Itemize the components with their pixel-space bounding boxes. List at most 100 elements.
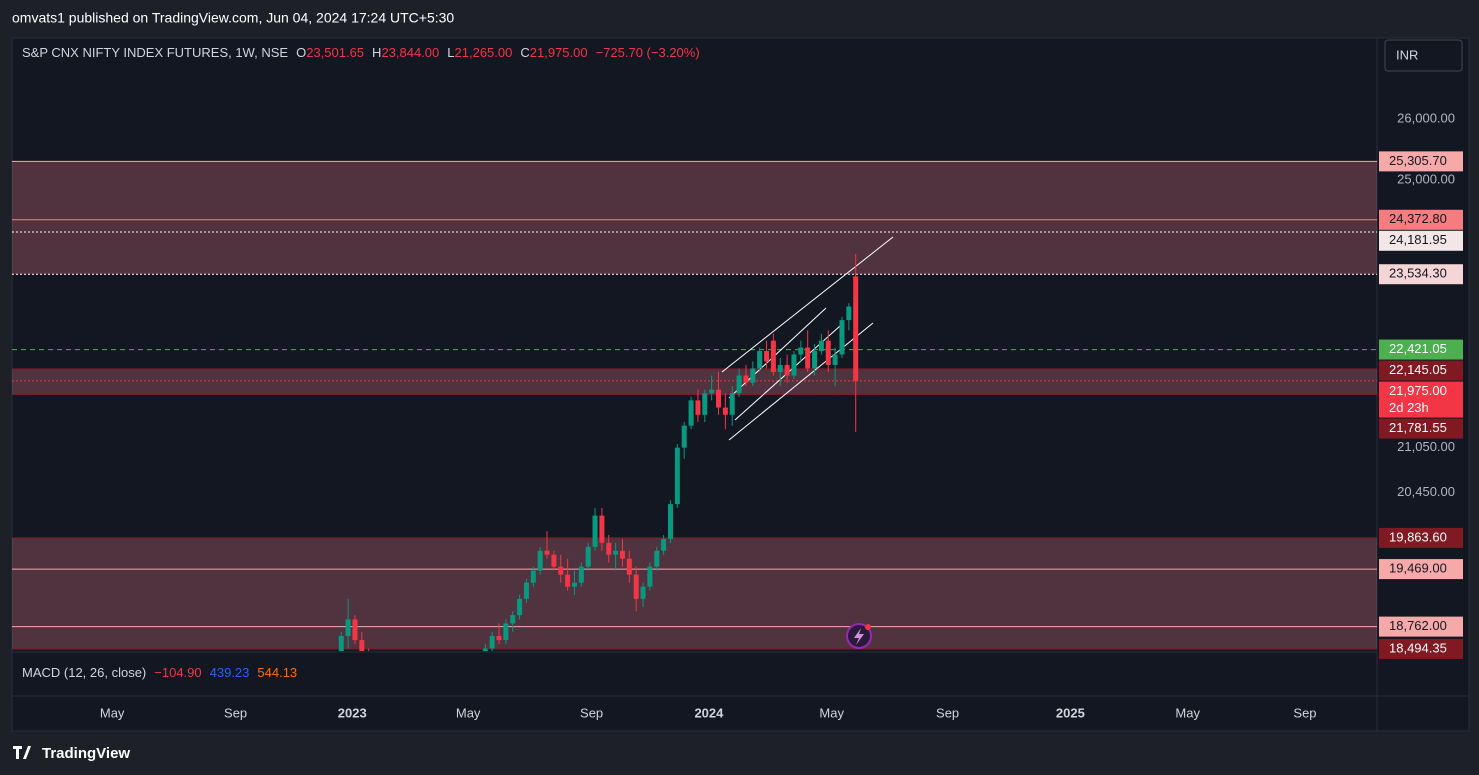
- candle-body: [695, 400, 701, 415]
- candle-body: [626, 558, 632, 575]
- candle-body: [544, 550, 550, 555]
- channel-line: [728, 322, 874, 441]
- candle-body: [722, 407, 728, 415]
- price-label-bg: [1379, 264, 1463, 285]
- publish-header: omvats1 published on TradingView.com, Ju…: [12, 10, 454, 26]
- legend-key: O: [296, 45, 306, 60]
- legend-value: 21,975.00: [530, 45, 588, 60]
- candle-body: [791, 354, 797, 376]
- price-label-bg: [1379, 339, 1463, 360]
- price-label-bg: [1379, 360, 1463, 381]
- candle-body: [729, 393, 735, 415]
- currency[interactable]: INR: [1396, 47, 1418, 62]
- price-label: 19,469.00: [1389, 561, 1447, 576]
- candle-body: [770, 340, 776, 372]
- zone: [12, 161, 1377, 220]
- x-tick-label: 2023: [338, 705, 367, 720]
- candle-body: [571, 582, 577, 587]
- y-tick-label: 20,450.00: [1397, 484, 1455, 499]
- candle-body: [716, 389, 722, 408]
- candle-body: [640, 586, 646, 599]
- candle-body: [805, 347, 811, 369]
- macd-label: MACD (12, 26, close): [22, 665, 146, 680]
- candle-body: [530, 570, 536, 583]
- footer-logo: TradingView: [13, 745, 130, 762]
- candle-body: [825, 340, 831, 365]
- candle-body: [832, 354, 838, 365]
- candle-body: [523, 582, 529, 599]
- macd-legend: MACD (12, 26, close) −104.90 439.23 544.13: [22, 665, 297, 680]
- candle-body: [654, 550, 660, 567]
- candle-body: [681, 425, 687, 448]
- x-tick-label: Sep: [1293, 705, 1316, 720]
- candle-body: [777, 364, 783, 372]
- candle-body: [558, 566, 564, 575]
- candle-body: [578, 566, 584, 583]
- candle-body: [647, 566, 653, 587]
- candle-body: [818, 340, 824, 352]
- candle-body: [757, 351, 763, 369]
- candle-body: [585, 546, 591, 567]
- alert-bolt[interactable]: [854, 628, 864, 645]
- candle-body: [565, 574, 571, 587]
- candle-body: [853, 276, 859, 381]
- price-label: 24,372.80: [1389, 211, 1447, 226]
- candle-body: [702, 393, 708, 415]
- price-label: 25,305.70: [1389, 153, 1447, 168]
- price-label-bg: [1379, 527, 1463, 548]
- legend-key: H: [372, 45, 381, 60]
- y-tick-label: 21,050.00: [1397, 439, 1455, 454]
- candle-body: [599, 515, 605, 543]
- candle-body: [503, 623, 509, 641]
- candle-body: [750, 368, 756, 383]
- legend: S&P CNX NIFTY INDEX FUTURES, 1W, NSE O23,…: [22, 45, 700, 60]
- x-tick-label: 2024: [694, 705, 724, 720]
- legend-value: 21,265.00: [455, 45, 513, 60]
- price-label: 21,781.55: [1389, 420, 1447, 435]
- candle-body: [352, 619, 358, 641]
- currency-button[interactable]: [1384, 39, 1463, 72]
- macd-value: 439.23: [210, 665, 250, 680]
- zone: [12, 569, 1377, 627]
- countdown: 2d 23h: [1389, 400, 1429, 415]
- x-tick-label: May: [819, 705, 844, 720]
- legend-symbol: S&P CNX NIFTY INDEX FUTURES, 1W, NSE: [22, 45, 288, 60]
- legend-key: C: [520, 45, 529, 60]
- price-label: 22,145.05: [1389, 362, 1447, 377]
- legend-value: 23,501.65: [306, 45, 364, 60]
- axes: 26,000.00 25,000.00 21,050.00 20,450.00 May S…: [100, 111, 1455, 721]
- channel-line: [728, 307, 827, 399]
- zone: [12, 626, 1377, 649]
- x-tick-label: May: [100, 705, 125, 720]
- candle-body: [496, 635, 502, 641]
- zone: [12, 368, 1377, 395]
- brand: TradingView: [42, 745, 130, 762]
- candle-body: [736, 375, 742, 394]
- legend-value: 23,844.00: [381, 45, 439, 60]
- candle-body: [359, 640, 365, 651]
- candle-body: [661, 538, 667, 551]
- y-tick-label: 26,000.00: [1397, 111, 1455, 126]
- candles: [338, 253, 859, 651]
- candle-body: [537, 550, 543, 571]
- price-label: 23,534.30: [1389, 266, 1447, 281]
- candle-body: [667, 504, 673, 539]
- candle-body: [592, 515, 598, 547]
- price-label: 18,762.00: [1389, 618, 1447, 633]
- y-tick-label: 25,000.00: [1397, 172, 1455, 187]
- candle-body: [688, 400, 694, 426]
- candle-body: [619, 550, 625, 559]
- alert-dot[interactable]: [865, 624, 871, 630]
- price-label: 22,421.05: [1389, 341, 1447, 356]
- x-tick-label: 2025: [1056, 705, 1085, 720]
- price-label-bg: [1379, 418, 1463, 439]
- price-label-bg: [1379, 559, 1463, 580]
- candle-body: [812, 351, 818, 369]
- candle-body: [784, 364, 790, 376]
- alert-icon[interactable]: [846, 623, 872, 649]
- candle-body: [798, 347, 804, 355]
- x-tick-label: Sep: [224, 705, 247, 720]
- price-label-bg: [1379, 638, 1463, 659]
- price-label-bg: [1379, 230, 1463, 251]
